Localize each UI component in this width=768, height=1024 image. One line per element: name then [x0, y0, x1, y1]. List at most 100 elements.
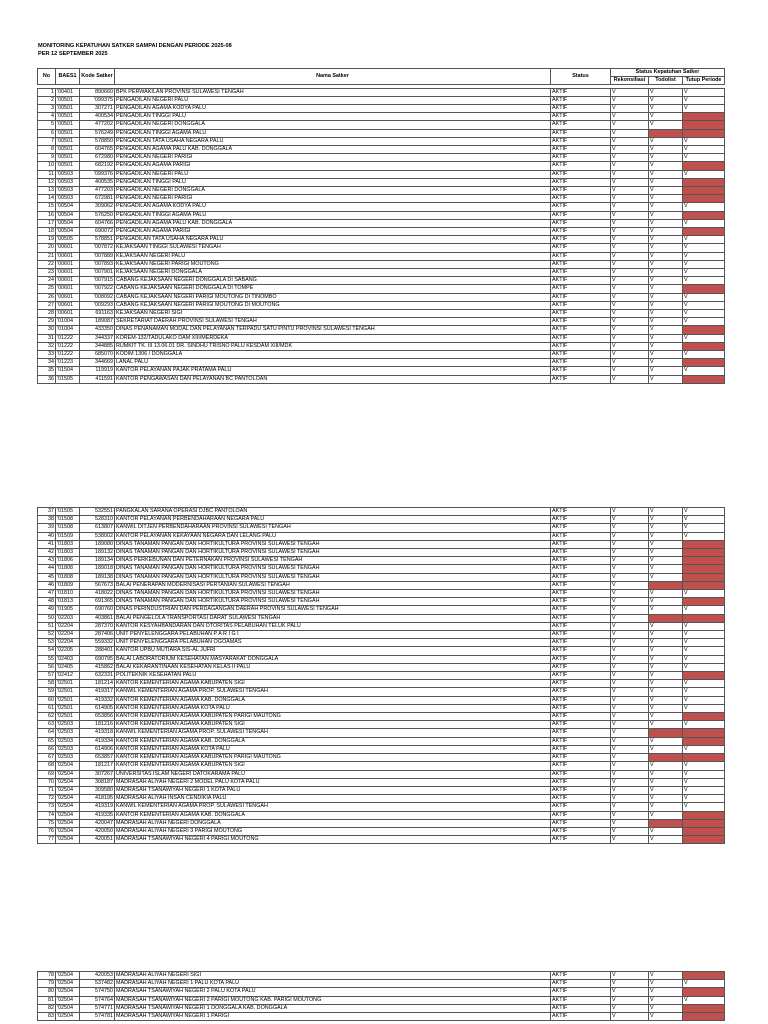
cell-rekonsiliasi: V — [610, 970, 649, 981]
cell-kode: 419317 — [79, 687, 115, 697]
cell-baes1: '02403 — [55, 654, 80, 664]
cell-nama: KANTOR KEMENTERIAN AGAMA KABUPATEN SIGI — [114, 679, 551, 689]
cell-tutup-periode — [682, 539, 725, 550]
table-row: 26'00601'008092 CABANG KEJAKSAAN NEGERI P… — [37, 292, 725, 302]
cell-no: 38 — [37, 515, 56, 525]
cell-todolist: V — [648, 259, 683, 269]
cell-rekonsiliasi: V — [610, 777, 649, 787]
table-row: 45'01808 189138 DINAS TANAMAN PANGAN DAN H… — [37, 572, 725, 582]
cell-todolist: V — [648, 333, 683, 343]
cell-kode: 119919 — [79, 366, 115, 376]
cell-baes1: '00401 — [55, 87, 80, 97]
cell-baes1: '02204 — [55, 630, 80, 640]
cell-no: 17 — [37, 218, 56, 228]
cell-no: 47 — [37, 589, 56, 599]
cell-todolist: V — [648, 630, 683, 640]
cell-kode: 419318 — [79, 728, 115, 738]
cell-no: 56 — [37, 662, 56, 673]
cell-todolist: V — [648, 341, 683, 352]
cell-nama: KANTOR KEMENTERIAN AGAMA KABUPATEN PARIG… — [114, 712, 551, 722]
cell-no: 14 — [37, 194, 56, 204]
cell-baes1: '01508 — [55, 523, 80, 533]
cell-status: AKTIF — [550, 515, 611, 525]
table-row: 56'02405 415862 BALAI KEKARANTINAAN KESEHA… — [37, 662, 725, 673]
cell-baes1: '02501 — [55, 679, 80, 689]
cell-tutup-periode — [682, 826, 725, 837]
cell-nama: KANTOR PELAYANAN KEKAYAAN NEGARA DAN LEL… — [114, 531, 551, 541]
cell-todolist: V — [648, 103, 683, 114]
cell-nama: PENGADILAN TINGGI AGAMA PALU — [114, 128, 551, 138]
cell-no: 35 — [37, 366, 56, 376]
cell-nama: PENGADILAN TINGGI PALU — [114, 177, 551, 187]
cell-rekonsiliasi: V — [610, 95, 649, 105]
cell-tutup-periode: V — [682, 621, 725, 632]
cell-todolist: V — [648, 597, 683, 607]
cell-status: AKTIF — [550, 136, 611, 146]
cell-rekonsiliasi: V — [610, 194, 649, 204]
cell-rekonsiliasi: V — [610, 276, 649, 286]
cell-status: AKTIF — [550, 112, 611, 122]
cell-no: 81 — [37, 995, 56, 1005]
cell-nama: SEKRETARIAT DAERAH PROVINSI SULAWESI TEN… — [114, 317, 551, 327]
cell-rekonsiliasi: V — [610, 736, 649, 746]
cell-nama: MADRASAH ALIYAH NEGERI 2 MODEL PALU KOTA… — [114, 777, 551, 787]
cell-tutup-periode: V — [682, 662, 725, 673]
cell-baes1: '01222 — [55, 341, 80, 352]
cell-baes1: '02204 — [55, 621, 80, 632]
cell-tutup-periode: V — [682, 218, 725, 228]
cell-rekonsiliasi: V — [610, 251, 649, 261]
cell-kode: 189018 — [79, 564, 115, 574]
col-header-rekon: Rekonsiliasi — [610, 76, 649, 86]
cell-baes1: '00501 — [55, 161, 80, 171]
cell-status: AKTIF — [550, 161, 611, 171]
cell-rekonsiliasi: V — [610, 589, 649, 599]
cell-status: AKTIF — [550, 720, 611, 730]
cell-kode: '007915 — [79, 276, 115, 286]
table-row: 30'01004 433350 DINAS PENANAMAN MODAL DAN … — [37, 325, 725, 335]
cell-tutup-periode: V — [682, 646, 725, 656]
table-row: 80'02504 574750 MADRASAH TSANAWIYAH NEGERI… — [37, 987, 725, 997]
cell-rekonsiliasi: V — [610, 308, 649, 319]
cell-baes1: '01505 — [55, 506, 80, 517]
cell-kode: 411591 — [79, 374, 115, 384]
cell-tutup-periode: V — [682, 687, 725, 697]
cell-nama: KANTOR KEMENTERIAN AGAMA KOTA PALU — [114, 744, 551, 755]
cell-todolist: V — [648, 218, 683, 228]
cell-baes1: '02204 — [55, 638, 80, 648]
cell-baes1: '00501 — [55, 120, 80, 130]
cell-rekonsiliasi: V — [610, 120, 649, 130]
cell-nama: DINAS TANAMAN PANGAN DAN HORTIKULTURA PR… — [114, 572, 551, 582]
cell-baes1: '02503 — [55, 736, 80, 746]
cell-todolist: V — [648, 835, 683, 845]
cell-baes1: '02504 — [55, 979, 80, 989]
cell-status: AKTIF — [550, 769, 611, 779]
cell-tutup-periode — [682, 835, 725, 845]
cell-rekonsiliasi: V — [610, 769, 649, 779]
cell-baes1: '02503 — [55, 744, 80, 755]
cell-tutup-periode — [682, 284, 725, 294]
table-row: 22'00601'007893 KEJAKSAAN NEGERI PARIGI M… — [37, 259, 725, 269]
cell-rekonsiliasi: V — [610, 136, 649, 146]
cell-todolist: V — [648, 317, 683, 327]
cell-kode: 420047 — [79, 818, 115, 828]
cell-todolist: V — [648, 523, 683, 533]
cell-status: AKTIF — [550, 794, 611, 804]
cell-rekonsiliasi: V — [610, 662, 649, 673]
cell-todolist: V — [648, 589, 683, 599]
cell-nama: KANTOR KESYAHBANDARAN DAN OTORITAS PELAB… — [114, 621, 551, 632]
cell-kode: 890660 — [79, 87, 115, 97]
cell-kode: '099376 — [79, 169, 115, 179]
cell-status: AKTIF — [550, 243, 611, 253]
cell-status: AKTIF — [550, 712, 611, 722]
table-row: 61'02501 614905 KANTOR KEMENTERIAN AGAMA K… — [37, 703, 725, 714]
cell-rekonsiliasi: V — [610, 300, 649, 310]
cell-todolist: V — [648, 112, 683, 122]
table-row: 50'02203 403861 BALAI PENGELOLA TRANSPORTA… — [37, 613, 725, 623]
cell-kode: 690760 — [79, 605, 115, 615]
report-subtitle: PER 12 SEPTEMBER 2025 — [38, 51, 108, 57]
cell-kode: 604766 — [79, 218, 115, 228]
cell-tutup-periode — [682, 818, 725, 828]
cell-rekonsiliasi: V — [610, 826, 649, 837]
table-row: 74'02504 419335 KANTOR KEMENTERIAN AGAMA K… — [37, 810, 725, 820]
cell-rekonsiliasi: V — [610, 103, 649, 114]
